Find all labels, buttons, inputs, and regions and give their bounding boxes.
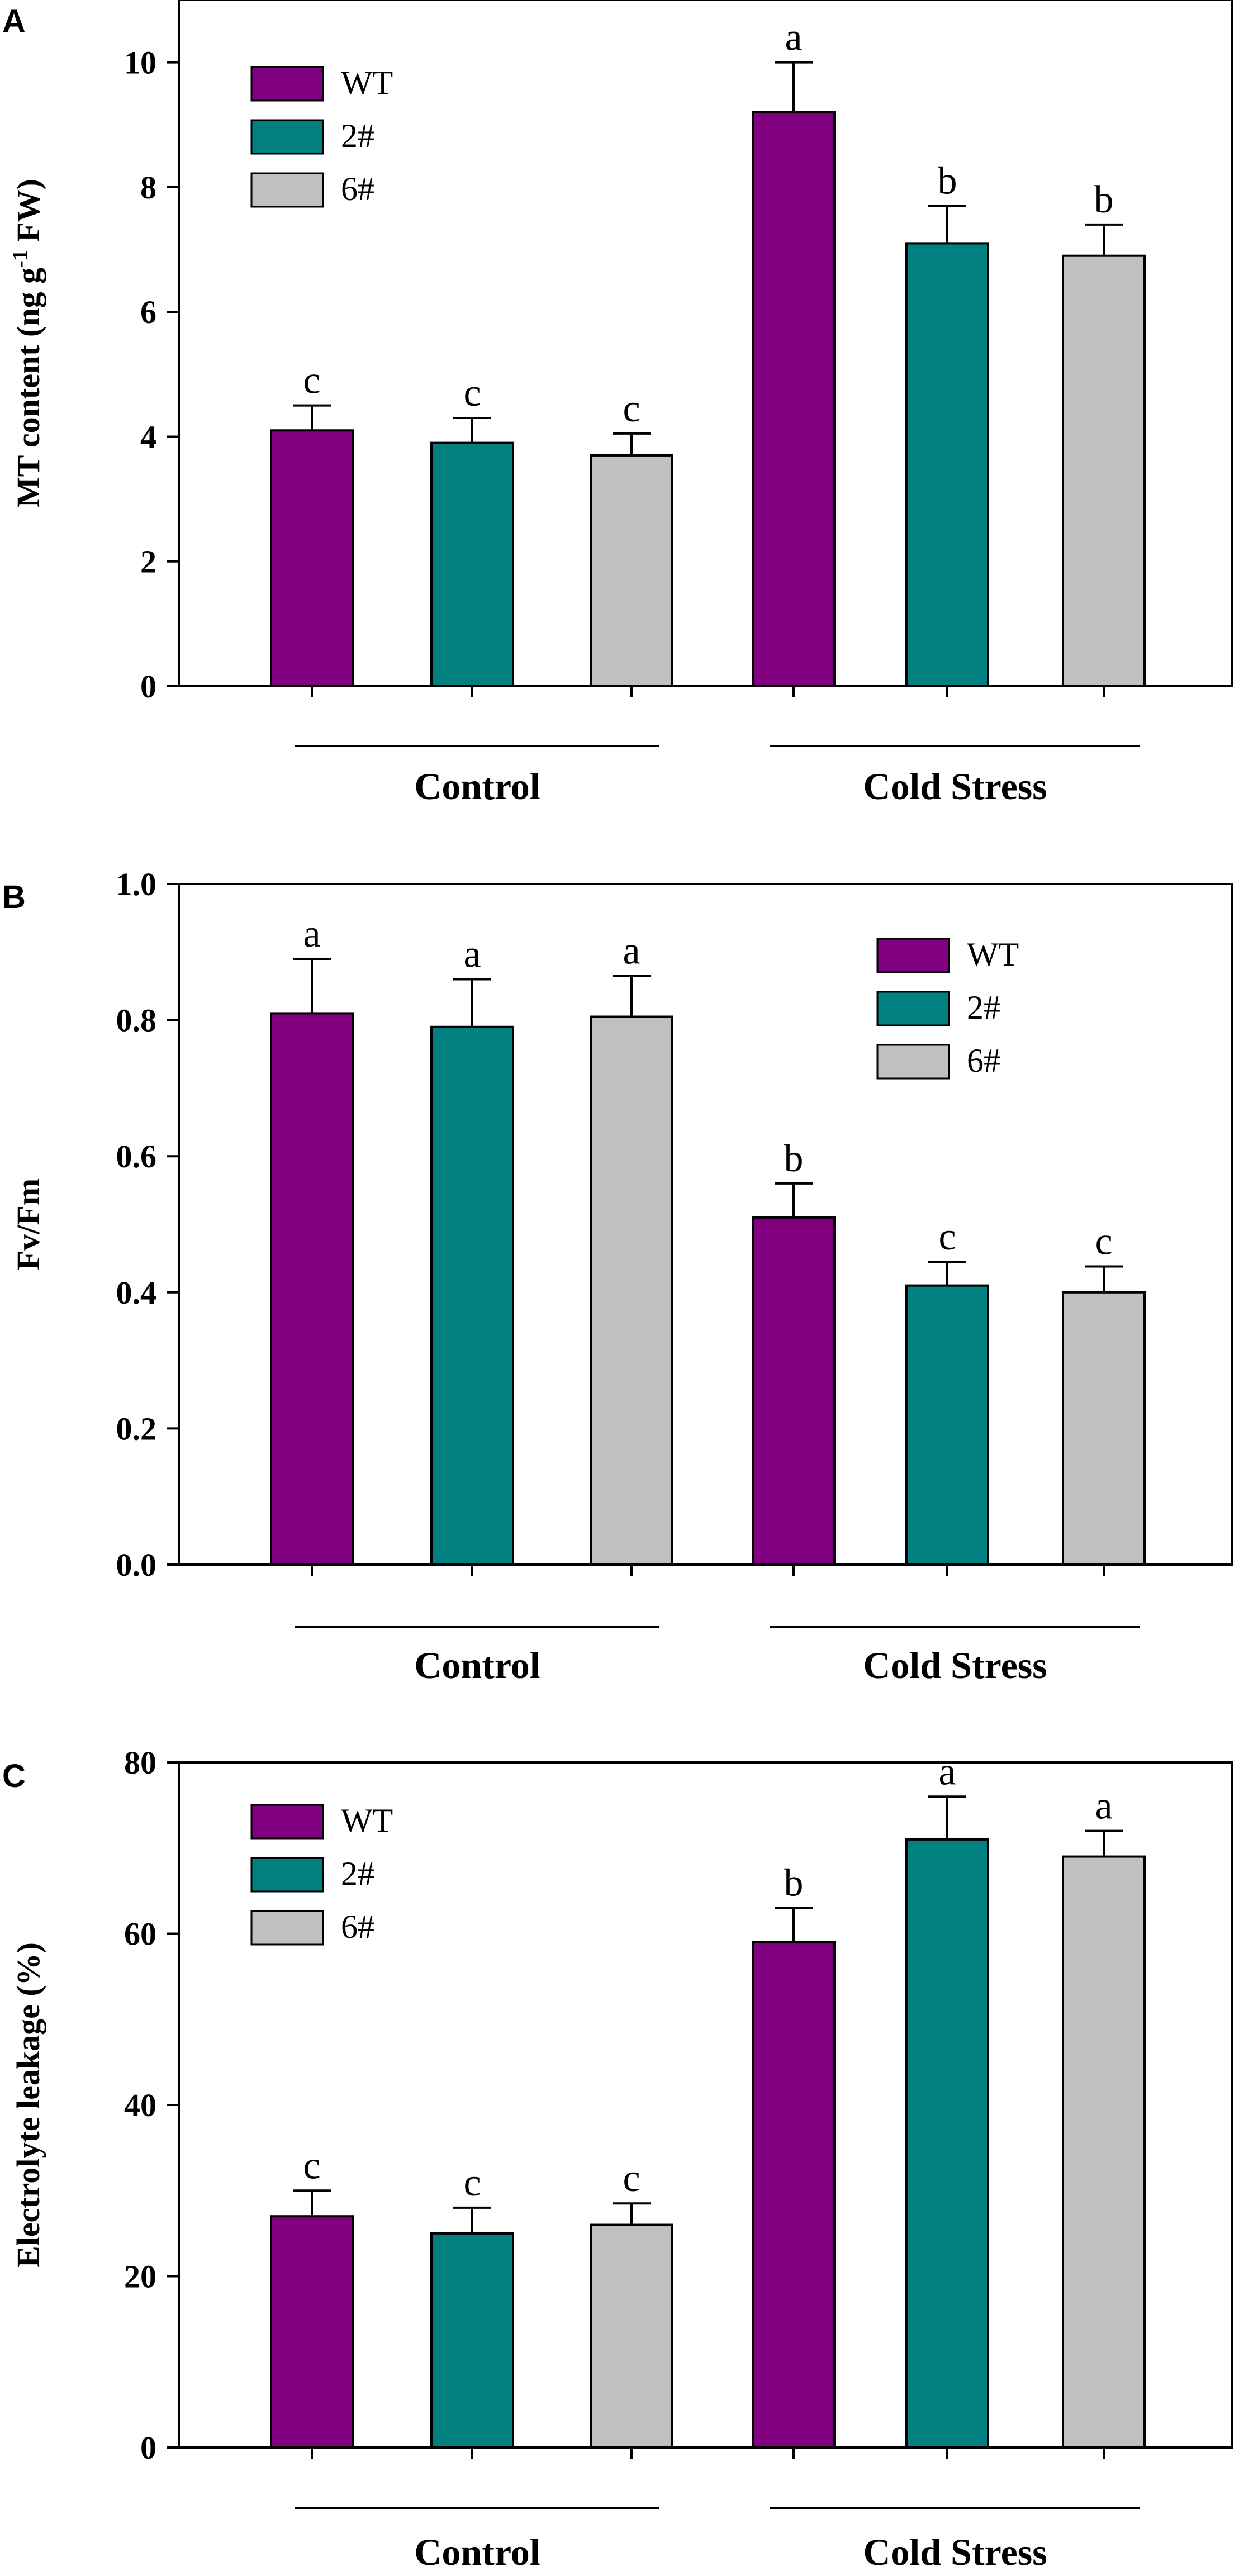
bar (905, 1284, 989, 1566)
significance-letter: a (303, 912, 320, 956)
bar (752, 111, 836, 688)
legend-label: 2# (967, 989, 1000, 1026)
legend-swatch (250, 66, 324, 102)
group-label: Control (414, 1644, 540, 1686)
bar (1062, 1855, 1146, 2449)
significance-letter: a (623, 929, 640, 972)
legend: WT 2# 6# (250, 1802, 393, 1946)
group-label: Cold Stress (863, 2531, 1047, 2573)
significance-letter: c (938, 1215, 956, 1258)
y-tick-label: 40 (124, 2087, 156, 2123)
y-tick-label: 0 (140, 668, 156, 705)
significance-letter: a (1095, 1785, 1112, 1828)
significance-letter: a (938, 1750, 956, 1793)
bar (590, 454, 673, 687)
group-label: Control (414, 765, 540, 807)
legend: WT 2# 6# (250, 64, 393, 208)
group-label: Cold Stress (863, 765, 1047, 807)
y-tick-label: 6 (140, 294, 156, 330)
bar (905, 1838, 989, 2449)
legend-label: 6# (341, 1908, 374, 1945)
significance-letter: c (623, 2157, 640, 2200)
significance-letter: c (463, 2161, 481, 2204)
significance-letter: b (1094, 178, 1114, 221)
legend-swatch (876, 938, 950, 973)
y-tick-label: 80 (124, 1745, 156, 1781)
legend-swatch (250, 1857, 324, 1893)
significance-letter: c (623, 387, 640, 430)
y-tick-label: 60 (124, 1916, 156, 1952)
significance-letter: c (303, 359, 320, 402)
legend-swatch (876, 991, 950, 1026)
y-tick-label: 4 (140, 419, 156, 455)
bar (430, 2232, 514, 2449)
legend-label: WT (341, 64, 393, 101)
legend-label: WT (341, 1802, 393, 1839)
bar (270, 1012, 354, 1566)
y-tick-label: 8 (140, 169, 156, 206)
panel-letter: C (2, 1758, 26, 1794)
significance-letter: b (784, 1862, 804, 1905)
legend-label: WT (967, 936, 1019, 973)
bar (1062, 254, 1146, 687)
significance-letter: b (938, 159, 957, 202)
bar (590, 2223, 673, 2449)
bar (905, 242, 989, 687)
plot-frame (178, 0, 1233, 687)
bar (270, 2215, 354, 2449)
legend-swatch (250, 1910, 324, 1946)
bar (752, 1216, 836, 1566)
plot-frame (178, 883, 1233, 1566)
y-tick-label: 1.0 (116, 866, 157, 902)
legend-label: 2# (341, 117, 374, 154)
significance-letter: c (1095, 1220, 1112, 1263)
legend-label: 2# (341, 1855, 374, 1892)
y-tick-label: 0.8 (116, 1002, 157, 1039)
panel-letter: B (2, 879, 26, 915)
significance-letter: a (463, 933, 481, 976)
bar (430, 1025, 514, 1566)
y-tick-label: 0.4 (116, 1275, 157, 1311)
significance-letter: c (303, 2144, 320, 2187)
bar (1062, 1291, 1146, 1566)
y-axis-label: Fv/Fm (10, 1178, 46, 1270)
legend-swatch (876, 1044, 950, 1080)
significance-letter: c (463, 372, 481, 415)
y-tick-label: 0.0 (116, 1547, 157, 1583)
panel-c: C 0 20 40 60 80 Electrolyte leakage (%) c c c b a a C… (2, 1745, 1233, 2573)
panel-letter: A (2, 3, 26, 40)
significance-letter: b (784, 1137, 804, 1180)
significance-letter: a (785, 16, 802, 59)
bar (270, 429, 354, 687)
group-label: Cold Stress (863, 1644, 1047, 1686)
panel-a: A 0 2 4 6 8 10 MT content (ng g-1 FW) c c c a b b Cont… (2, 0, 1233, 807)
bar (590, 1015, 673, 1566)
legend-swatch (250, 1804, 324, 1840)
panel-b: B 0.0 0.2 0.4 0.6 0.8 1.0 Fv/Fm a a a b c c Control Col… (2, 866, 1233, 1686)
bar (752, 1941, 836, 2449)
legend-swatch (250, 172, 324, 208)
y-axis-label: MT content (ng g-1 FW) (8, 179, 46, 507)
legend-label: 6# (341, 170, 374, 207)
y-tick-label: 2 (140, 544, 156, 580)
y-tick-label: 0.6 (116, 1138, 157, 1175)
y-tick-label: 0 (140, 2430, 156, 2466)
bar (430, 441, 514, 687)
y-tick-label: 20 (124, 2259, 156, 2295)
y-axis-label: Electrolyte leakage (%) (10, 1942, 46, 2268)
legend: WT 2# 6# (876, 936, 1019, 1080)
y-tick-label: 10 (124, 45, 156, 81)
y-tick-label: 0.2 (116, 1410, 157, 1447)
legend-swatch (250, 119, 324, 155)
group-label: Control (414, 2531, 540, 2573)
legend-label: 6# (967, 1042, 1000, 1079)
